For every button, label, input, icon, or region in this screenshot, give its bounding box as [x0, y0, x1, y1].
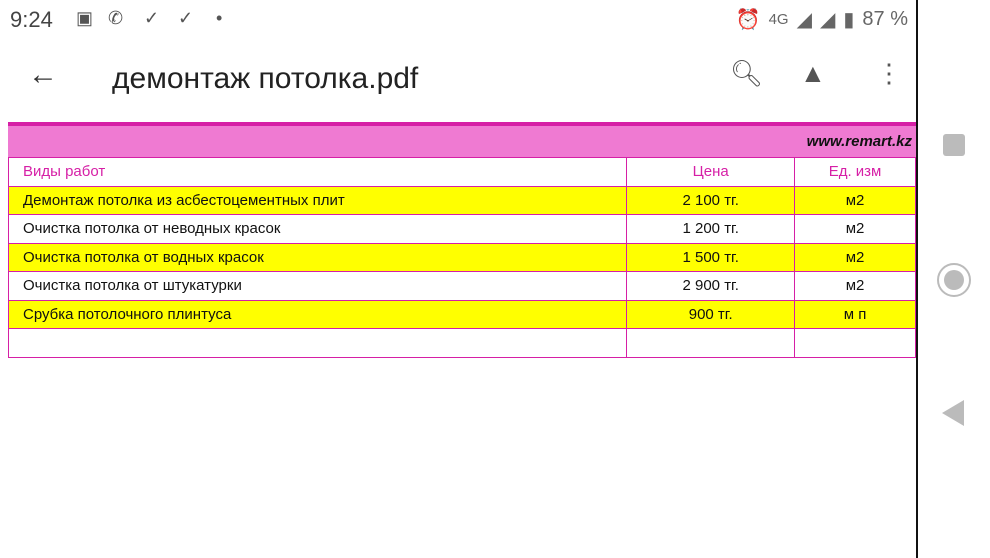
work-cell: Очистка потолка от неводных красок — [7, 214, 628, 244]
pdf-page: www.remart.kz Виды работ Цена Ед. изм Де… — [7, 122, 916, 358]
app-bar: ← демонтаж потолка.pdf 🔍︎ ▲ ⋮ — [0, 40, 916, 120]
work-cell: Демонтаж потолка из асбестоцементных пли… — [7, 185, 628, 215]
header-unit: Ед. изм — [794, 157, 916, 187]
empty-cell — [7, 328, 628, 358]
site-band: www.remart.kz — [8, 126, 916, 157]
drive-add-icon[interactable]: ▲ — [800, 58, 826, 88]
search-document-icon[interactable]: 🔍︎ — [730, 58, 764, 88]
price-cell: 1 500 тг. — [626, 242, 796, 272]
check-icon: ✓ — [144, 8, 160, 28]
more-options-icon[interactable]: ⋮ — [876, 58, 902, 88]
unit-cell: м2 — [794, 271, 916, 301]
home-icon[interactable] — [937, 263, 971, 297]
clock: 9:24 — [10, 7, 53, 32]
table-row: Очистка потолка от штукатурки 2 900 тг. м2 — [7, 271, 916, 301]
battery-icon: ▮ — [843, 9, 855, 31]
header-rule — [8, 122, 916, 126]
battery-level: 87 % — [862, 8, 908, 30]
header-work: Виды работ — [7, 157, 628, 187]
work-cell: Срубка потолочного плинтуса — [7, 299, 628, 329]
check-icon: ✓ — [178, 8, 194, 28]
table-row-empty — [7, 328, 916, 358]
screen-divider — [916, 0, 918, 558]
back-arrow-icon[interactable]: ← — [28, 58, 58, 91]
empty-cell — [626, 328, 796, 358]
signal-icon: ◢ — [820, 9, 836, 31]
work-cell: Очистка потолка от штукатурки — [7, 271, 628, 301]
unit-cell: м2 — [794, 242, 916, 272]
price-cell: 1 200 тг. — [626, 214, 796, 244]
table-row: Срубка потолочного плинтуса 900 тг. м п — [7, 299, 916, 329]
image-icon: ▣ — [76, 8, 94, 28]
price-cell: 2 900 тг. — [626, 271, 796, 301]
table-row: Очистка потолка от водных красок 1 500 тг… — [7, 242, 916, 272]
empty-cell — [794, 328, 916, 358]
alarm-icon: ⏰ — [735, 9, 761, 31]
signal-icon: ◢ — [796, 9, 812, 31]
price-cell: 2 100 тг. — [626, 185, 796, 215]
recents-icon[interactable] — [943, 134, 965, 156]
table-row: Очистка потолка от неводных красок 1 200 … — [7, 214, 916, 244]
unit-cell: м п — [794, 299, 916, 329]
header-price: Цена — [626, 157, 796, 187]
unit-cell: м2 — [794, 185, 916, 215]
dot-icon: • — [216, 8, 223, 28]
back-icon[interactable] — [942, 400, 964, 426]
page-title: демонтаж потолка.pdf — [112, 62, 419, 95]
table-header: Виды работ Цена Ед. изм — [7, 157, 916, 187]
work-cell: Очистка потолка от водных красок — [7, 242, 628, 272]
network-type: 4G — [768, 11, 789, 28]
whatsapp-icon: ✆ — [108, 8, 124, 28]
status-bar: 9:24 ▣ ✆ ✓ ✓ • ⏰ 4G ◢ ◢ ▮ 87 % — [0, 0, 916, 40]
table-row: Демонтаж потолка из асбестоцементных пли… — [7, 185, 916, 215]
price-table: Виды работ Цена Ед. изм Демонтаж потолка… — [7, 157, 916, 358]
unit-cell: м2 — [794, 214, 916, 244]
price-cell: 900 тг. — [626, 299, 796, 329]
